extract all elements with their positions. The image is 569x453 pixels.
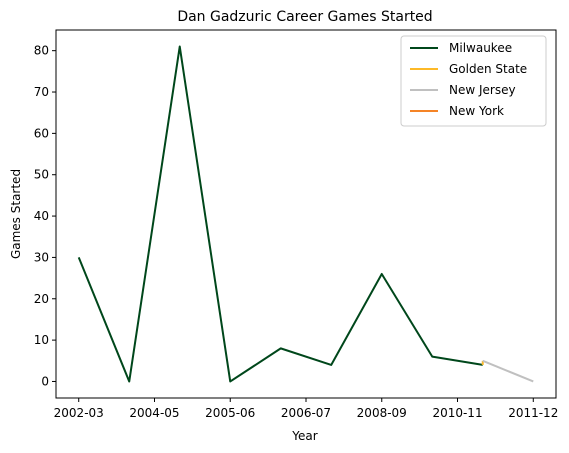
y-tick-label: 80 (34, 44, 49, 58)
y-axis: 0 10 20 30 40 50 60 70 80 (34, 44, 56, 389)
y-tick-label: 10 (34, 333, 49, 347)
x-tick-label: 2011-12 (508, 406, 558, 420)
legend-label: New Jersey (449, 83, 516, 97)
x-tick-label: 2006-07 (281, 406, 331, 420)
y-tick-label: 40 (34, 209, 49, 223)
legend-label: New York (449, 104, 504, 118)
y-tick-label: 50 (34, 168, 49, 182)
x-axis-label: Year (291, 429, 317, 443)
y-tick-label: 60 (34, 126, 49, 140)
x-axis: 2002-03 2004-05 2005-06 2006-07 2008-09 2010-… (54, 398, 559, 420)
legend-label: Golden State (449, 62, 527, 76)
legend-label: Milwaukee (449, 41, 512, 55)
x-tick-label: 2004-05 (129, 406, 179, 420)
y-tick-label: 70 (34, 85, 49, 99)
y-tick-label: 20 (34, 292, 49, 306)
x-tick-label: 2005-06 (205, 406, 255, 420)
legend: Milwaukee Golden State New Jersey New York (401, 36, 546, 126)
x-tick-label: 2010-11 (432, 406, 482, 420)
y-tick-label: 0 (41, 374, 49, 388)
y-tick-label: 30 (34, 250, 49, 264)
series-line-new-jersey (483, 361, 534, 382)
x-tick-label: 2002-03 (54, 406, 104, 420)
x-tick-label: 2008-09 (357, 406, 407, 420)
y-axis-label: Games Started (9, 169, 23, 259)
chart-title: Dan Gadzuric Career Games Started (177, 9, 432, 25)
